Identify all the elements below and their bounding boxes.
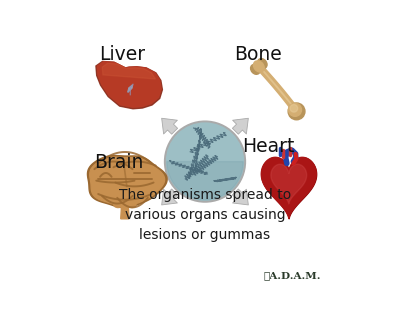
Ellipse shape	[258, 59, 267, 68]
Polygon shape	[256, 64, 299, 113]
Text: Heart: Heart	[242, 137, 294, 156]
Circle shape	[164, 120, 246, 203]
Polygon shape	[271, 164, 307, 204]
Circle shape	[288, 103, 305, 120]
Text: Brain: Brain	[94, 153, 144, 172]
FancyArrowPatch shape	[162, 189, 178, 205]
Polygon shape	[128, 85, 133, 92]
Polygon shape	[90, 157, 165, 206]
Polygon shape	[96, 61, 162, 109]
Circle shape	[165, 122, 245, 201]
Ellipse shape	[251, 65, 260, 74]
Polygon shape	[262, 158, 317, 219]
FancyArrowPatch shape	[162, 118, 178, 134]
Circle shape	[167, 124, 243, 200]
Polygon shape	[259, 66, 297, 111]
Ellipse shape	[254, 61, 264, 72]
Polygon shape	[261, 157, 316, 219]
Polygon shape	[97, 62, 161, 107]
Text: The organisms spread to
various organs causing
lesions or gummas: The organisms spread to various organs c…	[119, 188, 291, 242]
Polygon shape	[121, 205, 129, 219]
Ellipse shape	[121, 202, 129, 208]
FancyArrowPatch shape	[232, 189, 248, 205]
Ellipse shape	[114, 202, 122, 208]
Text: Liver: Liver	[99, 44, 145, 64]
Polygon shape	[88, 156, 167, 208]
Text: ✱A.D.A.M.: ✱A.D.A.M.	[263, 271, 321, 280]
Circle shape	[288, 103, 302, 116]
Polygon shape	[167, 162, 243, 200]
FancyArrowPatch shape	[232, 118, 248, 134]
Circle shape	[290, 105, 298, 112]
Ellipse shape	[128, 202, 136, 208]
Polygon shape	[102, 63, 156, 79]
Ellipse shape	[254, 61, 264, 71]
Text: Bone: Bone	[234, 44, 282, 64]
